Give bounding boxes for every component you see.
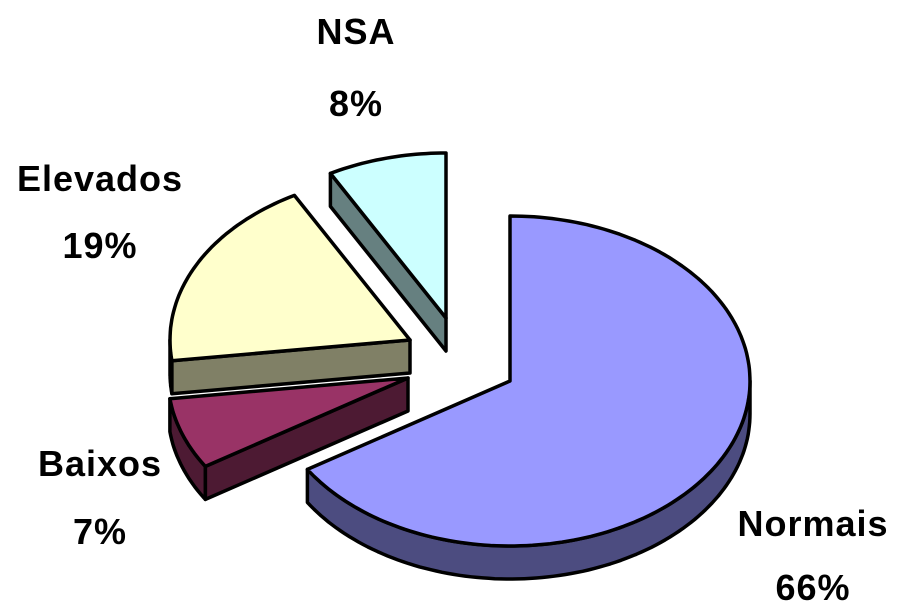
- slice-label-normais-name: Normais: [737, 503, 888, 544]
- slice-label-normais-value: 66%: [775, 567, 850, 608]
- slice-label-elevados-name: Elevados: [17, 158, 183, 199]
- pie-slices: [168, 151, 752, 548]
- slice-label-nsa-value: 8%: [329, 83, 383, 124]
- pie-slice-nsa: [328, 151, 448, 320]
- pie-slice-baixos: [168, 376, 410, 469]
- slice-label-nsa-name: NSA: [316, 11, 395, 52]
- slice-label-elevados-value: 19%: [62, 225, 137, 266]
- pie-slice-normais: [305, 214, 752, 548]
- slice-label-baixos-name: Baixos: [38, 443, 162, 484]
- pie-sides: [168, 171, 752, 581]
- pie-slice-elevados: [168, 193, 412, 363]
- slice-label-baixos-value: 7%: [73, 511, 127, 552]
